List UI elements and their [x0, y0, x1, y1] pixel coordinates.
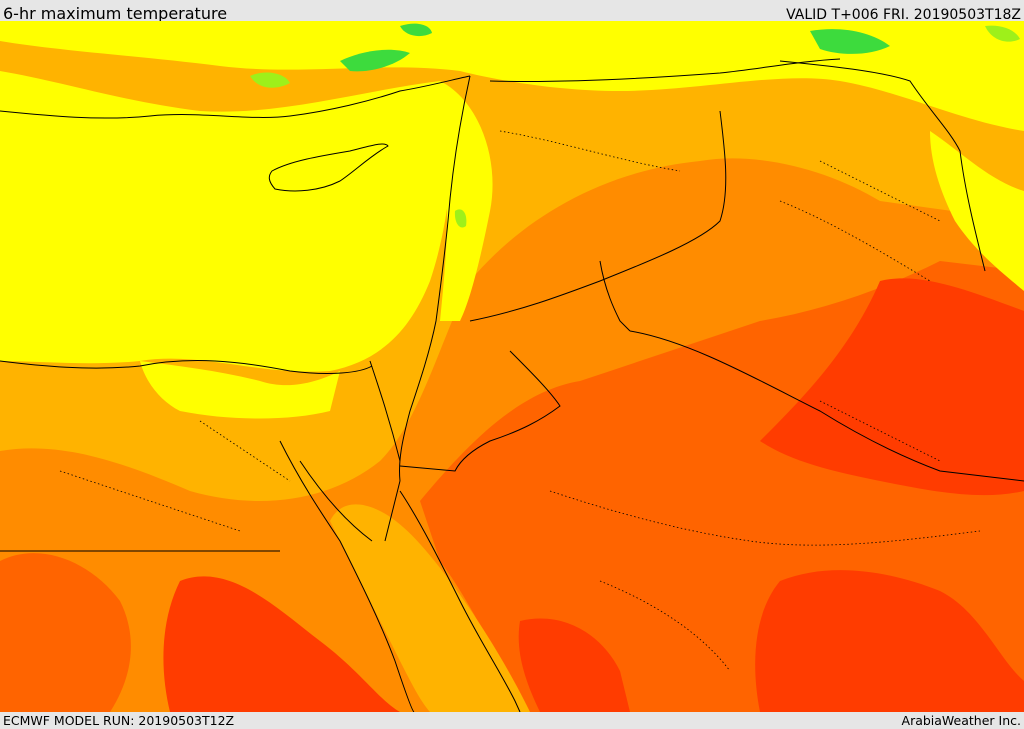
jordan-saudi-south-border [399, 350, 561, 472]
green-iran [985, 25, 1020, 42]
model-run: ECMWF MODEL RUN: 20190503T12Z [3, 713, 235, 728]
arabia-south-red [755, 570, 1024, 712]
green-turkey-3 [810, 29, 890, 54]
libya-orange [0, 553, 131, 712]
header-bar [0, 0, 1024, 21]
coastlines [0, 75, 521, 712]
levant-yellow [440, 81, 493, 321]
valid-time: VALID T+006 FRI. 20190503T18Z [786, 7, 1021, 23]
credit: ArabiaWeather Inc. [901, 713, 1021, 728]
west-arabia-red [518, 618, 630, 712]
north-egypt-yellow [140, 361, 340, 419]
map-canvas [0, 21, 1024, 712]
egypt-coast [0, 360, 373, 374]
green-turkey-1 [340, 49, 410, 72]
temperature-map[interactable] [0, 21, 1024, 712]
iran-yellow [930, 131, 1024, 291]
country-borders [0, 58, 1024, 552]
jordan-saudi-border [599, 260, 631, 332]
egypt-red-region [163, 576, 400, 712]
levant-coast [399, 75, 471, 482]
saudi-iraq-border [629, 330, 1024, 482]
gulf-suez [299, 460, 373, 542]
egypt-israel-border [369, 360, 401, 462]
internal-borders [59, 130, 981, 672]
red-orange-region [760, 278, 1024, 496]
green-turkey-2 [250, 72, 290, 88]
red-sea-west-coast [279, 440, 415, 712]
red-sea-east-coast [399, 490, 521, 712]
footer-bar [0, 712, 1024, 729]
turkey-coast [0, 75, 471, 119]
syria-iraq-border [469, 110, 727, 322]
iraq-iran-border [779, 60, 986, 272]
map-title: 6-hr maximum temperature [3, 4, 228, 23]
mediterranean-sea [0, 71, 451, 372]
turkey-yellow [0, 21, 1024, 131]
red-sea [330, 504, 530, 712]
cyprus-outline [268, 143, 389, 192]
green-turkey-4 [400, 23, 432, 37]
gulf-aqaba [384, 480, 401, 542]
green-lebanon [454, 209, 467, 228]
